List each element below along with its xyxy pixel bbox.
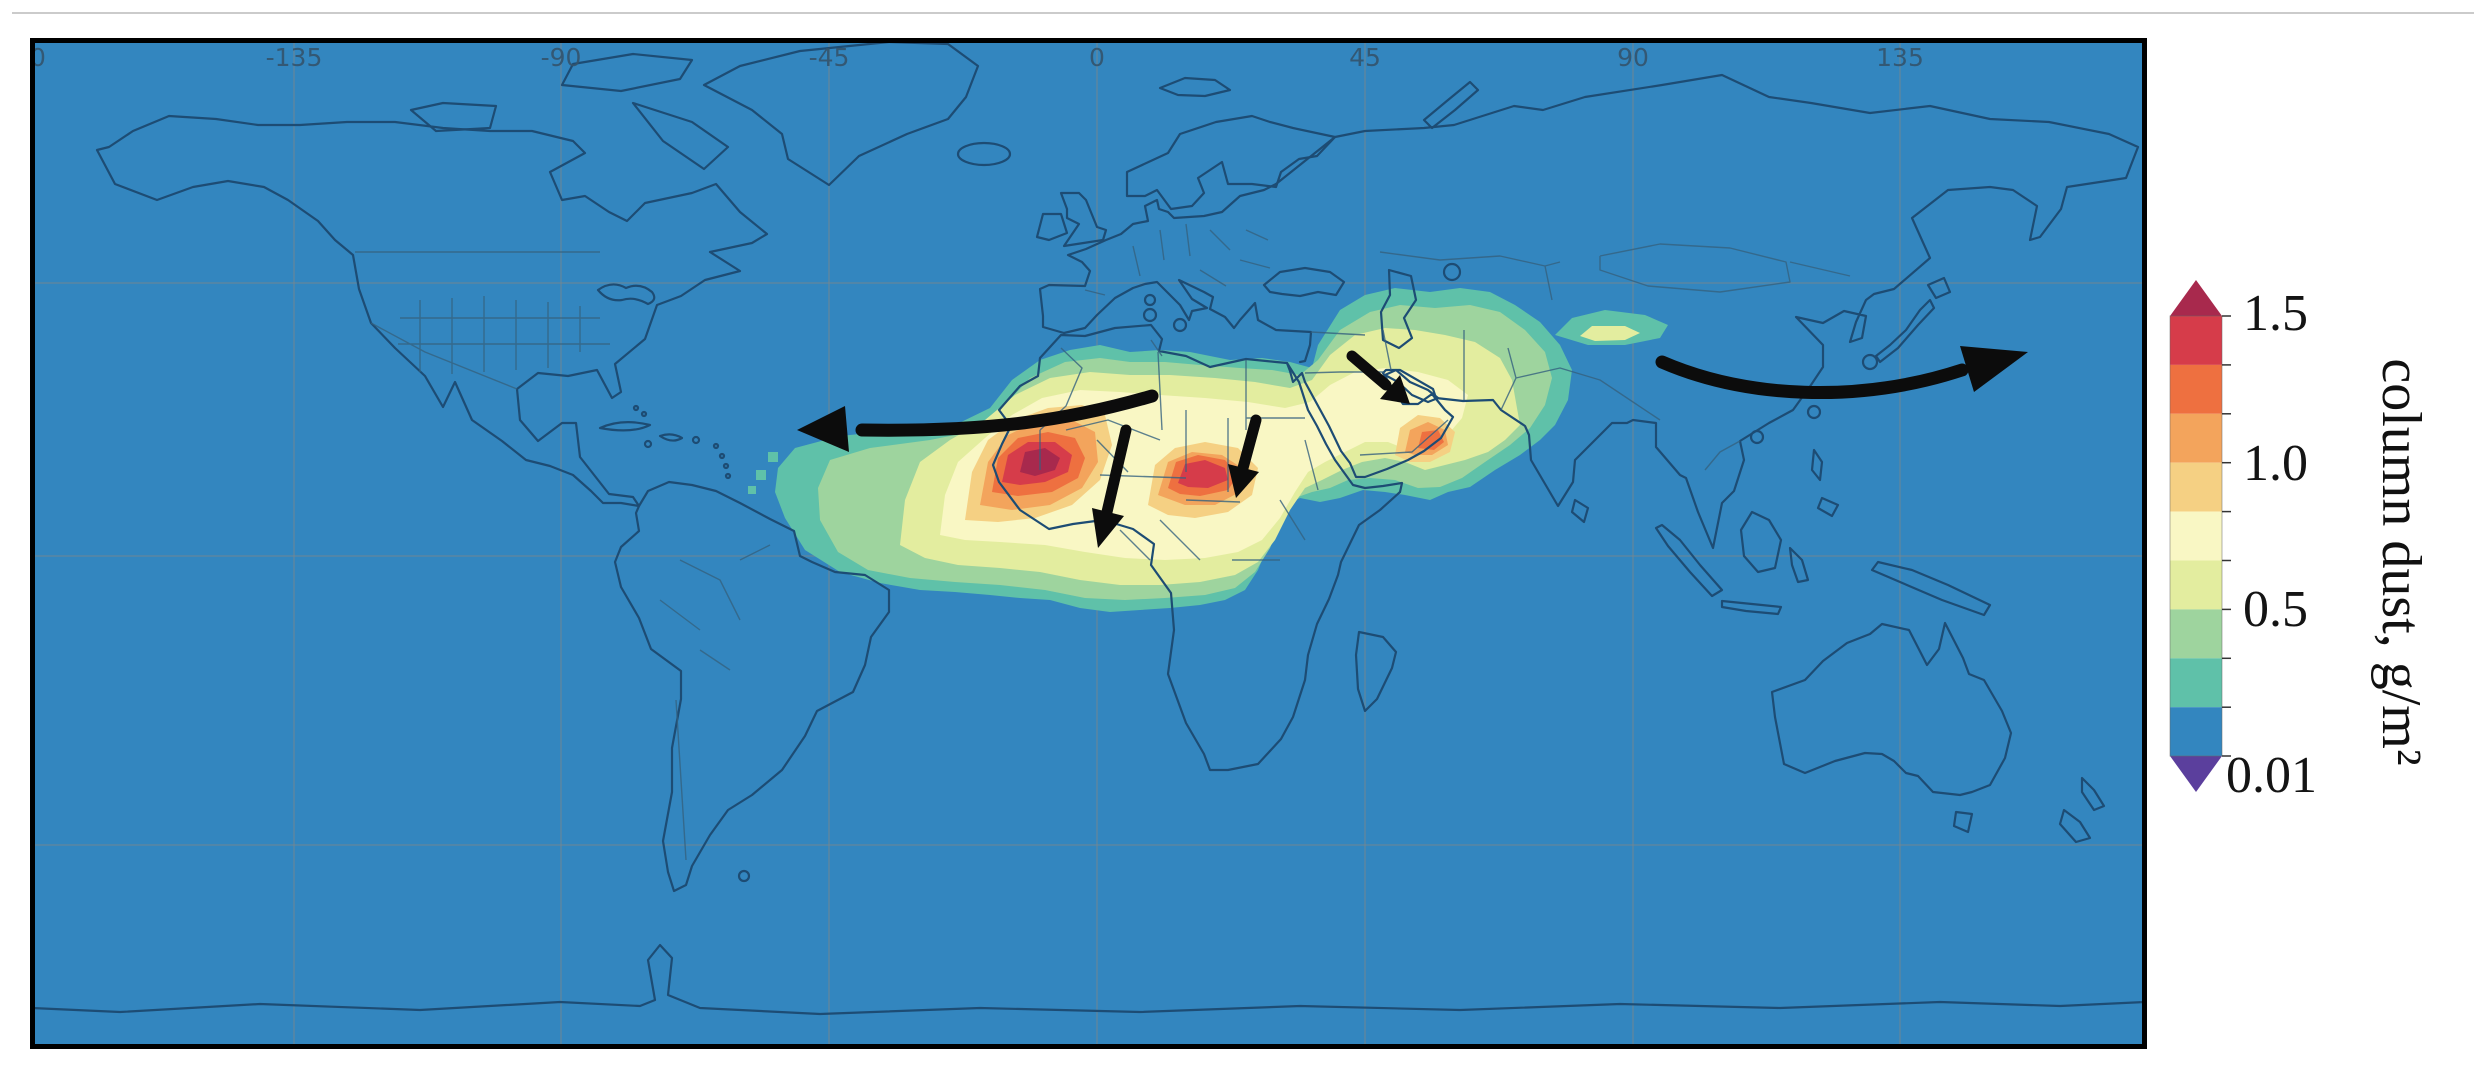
trans-pacific-arrowhead-icon [1960,346,2028,392]
dust-pixel [748,486,756,494]
lon-label-edge: 0 [30,43,46,72]
black-sea [1262,266,1346,298]
map-plot-area: 0 -135 -90 -45 0 45 90 135 [30,40,2145,1047]
sahel-arrowhead-icon [1092,508,1124,548]
colorbar-segment [2170,364,2222,414]
sahel-arrow [1101,424,1132,518]
colorbar-tick-label-1_0: 1.0 [2243,435,2308,492]
caspian-sea [1379,268,1418,350]
chad-arrow [1237,414,1262,474]
colorbar-under-arrow [2170,756,2222,792]
longitude-labels: 0 -135 -90 -45 0 45 90 135 [30,43,1924,72]
dust-core-red-chad [1178,460,1228,488]
page-top-divider [12,12,2474,14]
lon-label: -45 [809,43,850,72]
country-borders [355,223,1851,861]
middle-east-arrow [1346,350,1392,391]
middle-east-arrowhead-icon [1380,375,1410,404]
colorbar-tick-marks [2222,315,2231,757]
trans-atlantic-arrow [855,389,1159,437]
lon-label: 135 [1876,43,1924,72]
dust-pixel [768,452,778,462]
colorbar-segment [2170,316,2222,365]
colorbar-title: column dust, g/m² [2370,358,2432,765]
dust-patch-orangered-middle-east [1418,430,1444,450]
colorbar-segment [2170,658,2222,708]
colorbar-segment [2170,462,2222,512]
colorbar-tick-label-0_5: 0.5 [2243,581,2308,638]
map-frame [30,38,2147,1049]
colorbar-tick-label-1_5: 1.5 [2243,285,2308,342]
dust-taklamakan-core [1580,326,1640,341]
colorbar: 1.5 1.0 0.5 0.01 column dust, g/m² [2169,280,2432,804]
colorbar-segment [2170,413,2222,463]
colorbar-over-arrow [2170,280,2222,316]
dust-pixel [756,470,766,480]
lon-label: -135 [266,43,323,72]
trans-pacific-arrow [1655,355,1969,400]
colorbar-segment [2170,511,2222,561]
lon-label: 0 [1089,43,1105,72]
aral-sea [1442,262,1462,282]
colorbar-segment [2170,609,2222,659]
colorbar-tick-label-0_01: 0.01 [2226,747,2317,804]
colorbar-segment [2170,707,2222,757]
coastlines [32,40,2145,1016]
dust-transport-arrows [797,346,2028,548]
colorbar-segment [2170,560,2222,610]
colorbar-outline [2169,315,2223,757]
lon-label: 90 [1617,43,1649,72]
lon-label: -90 [541,43,582,72]
trans-atlantic-arrowhead-icon [797,406,849,452]
lon-label: 45 [1349,43,1381,72]
chad-arrowhead-icon [1228,464,1259,498]
